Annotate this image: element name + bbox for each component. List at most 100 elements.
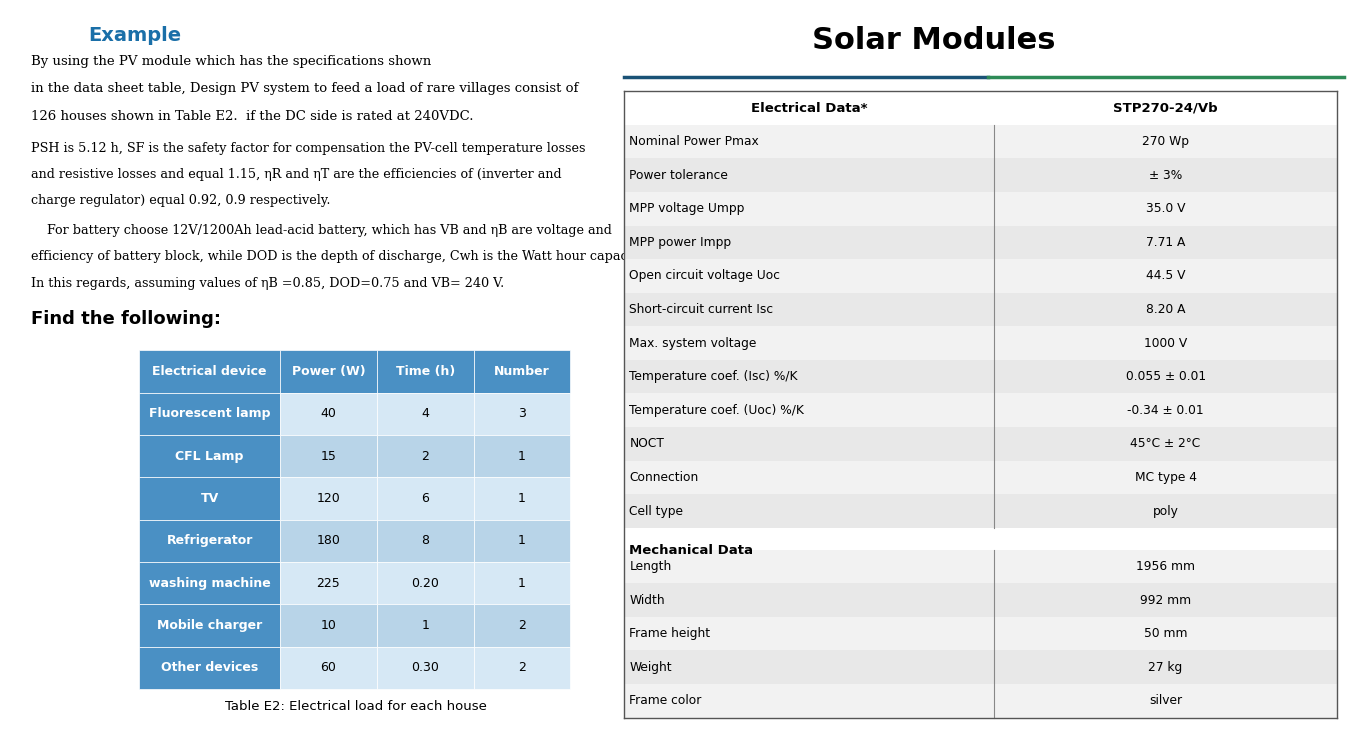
Text: 270 Wp: 270 Wp bbox=[1142, 135, 1189, 148]
Text: Mobile charger: Mobile charger bbox=[156, 619, 262, 632]
FancyBboxPatch shape bbox=[139, 350, 280, 393]
Text: Electrical Data*: Electrical Data* bbox=[751, 101, 868, 115]
FancyBboxPatch shape bbox=[473, 520, 570, 562]
Text: silver: silver bbox=[1149, 694, 1182, 707]
FancyBboxPatch shape bbox=[994, 326, 1337, 360]
Text: 8.20 A: 8.20 A bbox=[1146, 303, 1186, 316]
FancyBboxPatch shape bbox=[139, 562, 280, 604]
Text: Connection: Connection bbox=[630, 471, 699, 484]
Text: and resistive losses and equal 1.15, ηR and ηT are the efficiencies of (inverter: and resistive losses and equal 1.15, ηR … bbox=[31, 168, 562, 181]
FancyBboxPatch shape bbox=[623, 192, 994, 226]
Text: Open circuit voltage Uoc: Open circuit voltage Uoc bbox=[630, 269, 781, 283]
FancyBboxPatch shape bbox=[280, 393, 377, 435]
Text: 0.055 ± 0.01: 0.055 ± 0.01 bbox=[1126, 370, 1206, 383]
FancyBboxPatch shape bbox=[623, 125, 994, 158]
Text: poly: poly bbox=[1153, 504, 1179, 518]
Text: washing machine: washing machine bbox=[148, 577, 271, 590]
FancyBboxPatch shape bbox=[994, 158, 1337, 192]
FancyBboxPatch shape bbox=[994, 494, 1337, 528]
Text: 6: 6 bbox=[422, 492, 430, 505]
FancyBboxPatch shape bbox=[994, 293, 1337, 326]
FancyBboxPatch shape bbox=[623, 293, 994, 326]
FancyBboxPatch shape bbox=[280, 477, 377, 520]
FancyBboxPatch shape bbox=[623, 226, 994, 259]
Text: In this regards, assuming values of ηB =0.85, DOD=0.75 and VB= 240 V.: In this regards, assuming values of ηB =… bbox=[31, 277, 505, 290]
Text: PSH is 5.12 h, SF is the safety factor for compensation the PV-cell temperature : PSH is 5.12 h, SF is the safety factor f… bbox=[31, 142, 585, 155]
FancyBboxPatch shape bbox=[994, 393, 1337, 427]
FancyBboxPatch shape bbox=[139, 435, 280, 477]
FancyBboxPatch shape bbox=[377, 435, 473, 477]
FancyBboxPatch shape bbox=[139, 393, 280, 435]
Text: 992 mm: 992 mm bbox=[1140, 593, 1191, 607]
FancyBboxPatch shape bbox=[377, 350, 473, 393]
FancyBboxPatch shape bbox=[377, 604, 473, 647]
Text: CFL Lamp: CFL Lamp bbox=[175, 450, 243, 463]
Text: 0.30: 0.30 bbox=[411, 661, 439, 675]
FancyBboxPatch shape bbox=[139, 520, 280, 562]
FancyBboxPatch shape bbox=[377, 647, 473, 689]
FancyBboxPatch shape bbox=[473, 435, 570, 477]
FancyBboxPatch shape bbox=[623, 650, 994, 684]
Text: Short-circuit current Isc: Short-circuit current Isc bbox=[630, 303, 774, 316]
Text: 120: 120 bbox=[317, 492, 340, 505]
Text: 44.5 V: 44.5 V bbox=[1146, 269, 1186, 283]
Text: ± 3%: ± 3% bbox=[1149, 169, 1182, 182]
Text: Power tolerance: Power tolerance bbox=[630, 169, 728, 182]
Text: MPP power Impp: MPP power Impp bbox=[630, 236, 732, 249]
FancyBboxPatch shape bbox=[623, 684, 994, 718]
Text: TV: TV bbox=[200, 492, 219, 505]
Text: 2: 2 bbox=[518, 619, 526, 632]
FancyBboxPatch shape bbox=[377, 520, 473, 562]
Text: 7.71 A: 7.71 A bbox=[1146, 236, 1186, 249]
Text: 1956 mm: 1956 mm bbox=[1136, 560, 1195, 573]
FancyBboxPatch shape bbox=[623, 461, 994, 494]
Text: Weight: Weight bbox=[630, 661, 672, 674]
FancyBboxPatch shape bbox=[623, 393, 994, 427]
Text: 1: 1 bbox=[518, 492, 526, 505]
Text: 8: 8 bbox=[422, 534, 430, 548]
Text: Max. system voltage: Max. system voltage bbox=[630, 337, 756, 350]
Text: 50 mm: 50 mm bbox=[1144, 627, 1187, 640]
FancyBboxPatch shape bbox=[139, 604, 280, 647]
Text: 180: 180 bbox=[317, 534, 340, 548]
Text: 4: 4 bbox=[422, 407, 430, 420]
Text: 1: 1 bbox=[422, 619, 430, 632]
FancyBboxPatch shape bbox=[139, 647, 280, 689]
FancyBboxPatch shape bbox=[994, 125, 1337, 158]
FancyBboxPatch shape bbox=[994, 583, 1337, 617]
Text: 45°C ± 2°C: 45°C ± 2°C bbox=[1130, 437, 1201, 450]
Text: 1: 1 bbox=[518, 577, 526, 590]
FancyBboxPatch shape bbox=[994, 617, 1337, 650]
Text: Refrigerator: Refrigerator bbox=[166, 534, 253, 548]
Text: NOCT: NOCT bbox=[630, 437, 664, 450]
FancyBboxPatch shape bbox=[994, 91, 1337, 125]
FancyBboxPatch shape bbox=[994, 427, 1337, 461]
Text: 225: 225 bbox=[317, 577, 340, 590]
Text: Temperature coef. (Uoc) %/K: Temperature coef. (Uoc) %/K bbox=[630, 404, 804, 417]
Text: Power (W): Power (W) bbox=[291, 365, 366, 378]
FancyBboxPatch shape bbox=[994, 226, 1337, 259]
FancyBboxPatch shape bbox=[623, 360, 994, 393]
Text: Width: Width bbox=[630, 593, 665, 607]
FancyBboxPatch shape bbox=[473, 562, 570, 604]
Text: 27 kg: 27 kg bbox=[1148, 661, 1183, 674]
FancyBboxPatch shape bbox=[623, 583, 994, 617]
Text: 1: 1 bbox=[518, 534, 526, 548]
FancyBboxPatch shape bbox=[623, 617, 994, 650]
FancyBboxPatch shape bbox=[377, 562, 473, 604]
FancyBboxPatch shape bbox=[994, 650, 1337, 684]
Text: MC type 4: MC type 4 bbox=[1134, 471, 1197, 484]
FancyBboxPatch shape bbox=[994, 684, 1337, 718]
Text: Temperature coef. (Isc) %/K: Temperature coef. (Isc) %/K bbox=[630, 370, 798, 383]
Text: 2: 2 bbox=[422, 450, 430, 463]
FancyBboxPatch shape bbox=[377, 477, 473, 520]
Text: 0.20: 0.20 bbox=[411, 577, 439, 590]
Text: Other devices: Other devices bbox=[160, 661, 258, 675]
FancyBboxPatch shape bbox=[377, 393, 473, 435]
Text: -0.34 ± 0.01: -0.34 ± 0.01 bbox=[1127, 404, 1204, 417]
Text: 3: 3 bbox=[518, 407, 526, 420]
FancyBboxPatch shape bbox=[473, 393, 570, 435]
Text: Frame height: Frame height bbox=[630, 627, 710, 640]
Text: 60: 60 bbox=[321, 661, 336, 675]
Text: Cell type: Cell type bbox=[630, 504, 683, 518]
